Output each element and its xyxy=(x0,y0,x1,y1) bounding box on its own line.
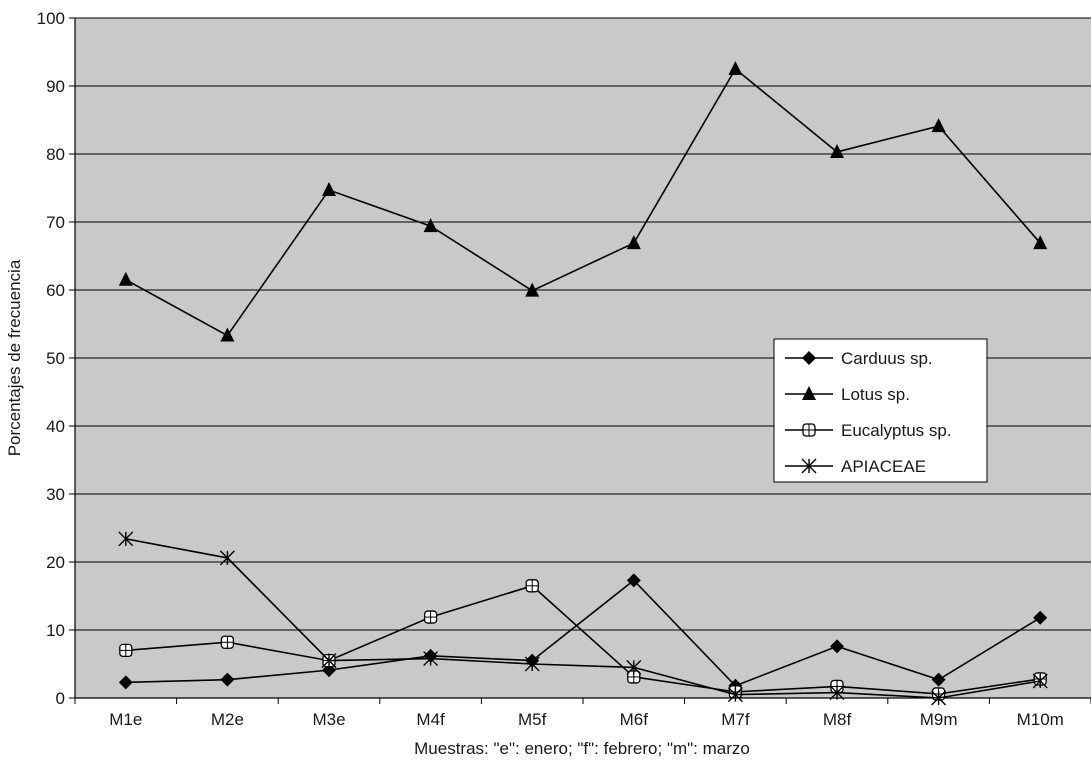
data-point xyxy=(423,651,439,667)
data-point xyxy=(830,639,844,654)
x-tick-label: M4f xyxy=(416,710,445,729)
x-tick-label: M9m xyxy=(920,710,958,729)
series-apiaceae xyxy=(118,531,1048,706)
data-point xyxy=(1033,610,1048,625)
data-point xyxy=(627,670,641,684)
series-line xyxy=(125,67,1041,337)
data-point xyxy=(525,579,539,593)
y-tick-label: 50 xyxy=(46,349,65,368)
data-point xyxy=(119,643,133,658)
y-tick-label: 90 xyxy=(46,77,65,96)
legend-item: Lotus sp. xyxy=(785,385,910,404)
x-axis-ticks: M1e M2e M3e M4f M5f M6f M7f M8f M9m M10m xyxy=(74,698,1091,729)
y-axis-label: Porcentajes de frecuencia xyxy=(5,259,24,456)
data-point xyxy=(525,282,540,297)
y-tick-label: 40 xyxy=(46,417,65,436)
x-tick-label: M6f xyxy=(620,710,649,729)
legend-label: Lotus sp. xyxy=(841,385,910,404)
data-point xyxy=(524,656,540,672)
data-point xyxy=(118,675,133,690)
data-point xyxy=(220,327,235,342)
series-line xyxy=(125,538,1041,699)
gridlines xyxy=(75,17,1091,631)
legend-marker xyxy=(801,458,817,474)
data-point xyxy=(931,118,946,133)
y-tick-label: 100 xyxy=(37,9,65,28)
x-tick-label: M7f xyxy=(721,710,750,729)
legend: Carduus sp. Lotus sp. Eucalyptus sp. APIACE… xyxy=(773,338,988,483)
series-lotus-sp xyxy=(118,61,1048,342)
data-point xyxy=(931,672,946,687)
y-tick-label: 20 xyxy=(46,553,65,572)
x-tick-label: M8f xyxy=(823,710,852,729)
series-line xyxy=(125,579,1041,687)
legend-label: Eucalyptus sp. xyxy=(841,421,952,440)
legend-marker xyxy=(802,423,816,437)
x-axis-label: Muestras: "e": enero; "f": febrero; "m":… xyxy=(414,739,750,758)
data-point xyxy=(220,635,235,649)
data-point xyxy=(118,271,133,286)
data-point xyxy=(423,218,438,233)
legend-item: Carduus sp. xyxy=(785,349,933,368)
x-tick-label: M5f xyxy=(518,710,547,729)
data-point xyxy=(423,610,438,624)
y-tick-label: 70 xyxy=(46,213,65,232)
data-point xyxy=(1033,235,1048,250)
data-point xyxy=(322,182,336,197)
data-point xyxy=(626,659,642,675)
x-tick-label: M1e xyxy=(109,710,142,729)
data-point xyxy=(727,687,743,703)
legend-marker xyxy=(802,386,816,400)
data-point xyxy=(931,690,947,706)
series-layer xyxy=(118,61,1048,706)
y-tick-label: 60 xyxy=(46,281,65,300)
data-point xyxy=(1032,673,1048,689)
series-line xyxy=(125,584,1041,695)
data-point xyxy=(728,61,743,75)
y-tick-label: 10 xyxy=(46,621,65,640)
x-tick-label: M2e xyxy=(211,710,244,729)
y-axis-ticks: 0 10 20 30 40 50 60 70 80 90 100 xyxy=(37,9,75,708)
legend-item: APIACEAE xyxy=(785,457,926,476)
y-tick-label: 30 xyxy=(46,485,65,504)
data-point xyxy=(830,143,844,158)
legend-label: APIACEAE xyxy=(841,457,926,476)
x-tick-label: M3e xyxy=(312,710,345,729)
data-point xyxy=(220,672,235,687)
x-tick-label: M10m xyxy=(1017,710,1064,729)
data-point xyxy=(626,573,641,588)
legend-item: Eucalyptus sp. xyxy=(785,421,952,440)
y-tick-label: 80 xyxy=(46,145,65,164)
data-point xyxy=(829,685,845,701)
legend-marker xyxy=(802,351,816,365)
data-point xyxy=(626,235,641,250)
data-point xyxy=(321,653,337,669)
y-tick-label: 0 xyxy=(56,689,65,708)
data-point xyxy=(118,531,134,547)
data-point xyxy=(219,550,235,566)
legend-label: Carduus sp. xyxy=(841,349,933,368)
